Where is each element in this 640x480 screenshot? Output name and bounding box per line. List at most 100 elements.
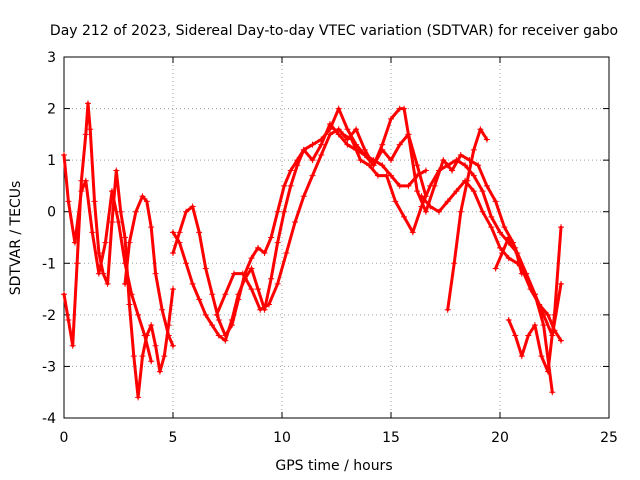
data-point xyxy=(483,182,490,189)
y-tick-label: -1 xyxy=(42,256,56,272)
y-tick-label: 0 xyxy=(47,205,56,221)
data-point xyxy=(213,311,220,318)
x-tick-label: 20 xyxy=(491,430,509,446)
data-point xyxy=(518,270,525,277)
data-point xyxy=(115,219,122,226)
x-tick-label: 0 xyxy=(60,430,69,446)
data-point xyxy=(353,126,360,133)
data-point xyxy=(170,249,176,256)
data-point xyxy=(401,105,408,112)
data-point xyxy=(196,296,203,303)
data-point xyxy=(300,193,307,200)
data-point xyxy=(261,249,268,256)
data-point xyxy=(300,146,307,153)
data-point xyxy=(449,167,456,174)
data-point xyxy=(176,239,183,246)
data-point xyxy=(135,394,142,401)
data-point xyxy=(292,219,299,226)
data-point xyxy=(78,188,85,195)
data-point xyxy=(148,322,155,329)
y-tick-labels: -4 -3 -2 -1 0 1 2 3 xyxy=(42,50,56,427)
data-point xyxy=(148,358,155,365)
data-point xyxy=(215,332,222,339)
data-point xyxy=(497,229,503,236)
y-tick-label: 1 xyxy=(47,153,56,169)
data-point xyxy=(74,260,81,267)
x-tick-labels: 0 5 10 15 20 25 xyxy=(60,430,618,446)
data-point xyxy=(148,224,155,231)
data-point xyxy=(239,270,246,277)
data-point xyxy=(215,317,222,324)
data-point xyxy=(497,244,503,251)
data-point xyxy=(479,208,486,215)
data-point xyxy=(209,322,216,329)
data-point xyxy=(287,182,294,189)
data-point xyxy=(87,126,94,133)
y-tick-label: 2 xyxy=(47,102,56,118)
data-point xyxy=(309,172,316,179)
data-point xyxy=(170,229,176,236)
data-point xyxy=(464,177,471,184)
data-point xyxy=(457,151,464,158)
data-point xyxy=(82,131,89,138)
data-point xyxy=(287,167,294,174)
data-point xyxy=(457,208,464,215)
data-point xyxy=(422,208,429,215)
data-point xyxy=(505,255,512,262)
data-point xyxy=(202,311,209,318)
data-point xyxy=(117,208,124,215)
data-point xyxy=(392,198,399,205)
data-point xyxy=(228,317,235,324)
data-point xyxy=(139,353,146,360)
data-point xyxy=(512,244,519,251)
series-track-3 xyxy=(123,194,175,348)
data-point xyxy=(161,353,168,360)
data-point xyxy=(281,208,288,215)
data-point xyxy=(435,167,442,174)
data-point xyxy=(326,131,333,138)
data-point xyxy=(418,203,425,210)
data-point xyxy=(558,280,565,287)
data-point xyxy=(470,146,477,153)
data-point xyxy=(477,126,484,133)
series-track-4 xyxy=(171,107,428,337)
data-point xyxy=(531,291,538,298)
data-point xyxy=(366,162,373,169)
data-point xyxy=(540,322,547,329)
data-point xyxy=(531,322,538,329)
data-point xyxy=(231,270,238,277)
data-point xyxy=(483,136,490,143)
data-point xyxy=(518,353,525,360)
data-point xyxy=(418,193,425,200)
series-layer xyxy=(61,100,565,401)
data-point xyxy=(379,141,386,148)
data-point xyxy=(159,306,166,313)
data-point xyxy=(361,146,368,153)
data-point xyxy=(470,188,477,195)
data-point xyxy=(235,291,242,298)
data-point xyxy=(126,301,133,308)
data-point xyxy=(492,265,499,272)
data-point xyxy=(383,172,390,179)
x-axis-label: GPS time / hours xyxy=(275,458,392,474)
data-point xyxy=(69,342,76,349)
data-point xyxy=(122,234,129,241)
data-point xyxy=(183,208,190,215)
data-point xyxy=(268,234,275,241)
data-point xyxy=(551,311,558,318)
data-point xyxy=(435,208,442,215)
data-point xyxy=(405,182,412,189)
x-tick-label: 10 xyxy=(273,430,291,446)
data-point xyxy=(453,188,460,195)
data-point xyxy=(102,239,109,246)
y-tick-label: 3 xyxy=(47,50,56,66)
data-point xyxy=(309,141,316,148)
data-point xyxy=(265,301,272,308)
data-point xyxy=(61,151,67,158)
x-tick-label: 5 xyxy=(169,430,178,446)
data-point xyxy=(479,188,486,195)
data-point xyxy=(202,265,209,272)
data-point xyxy=(108,188,115,195)
series-track-6 xyxy=(215,107,428,317)
